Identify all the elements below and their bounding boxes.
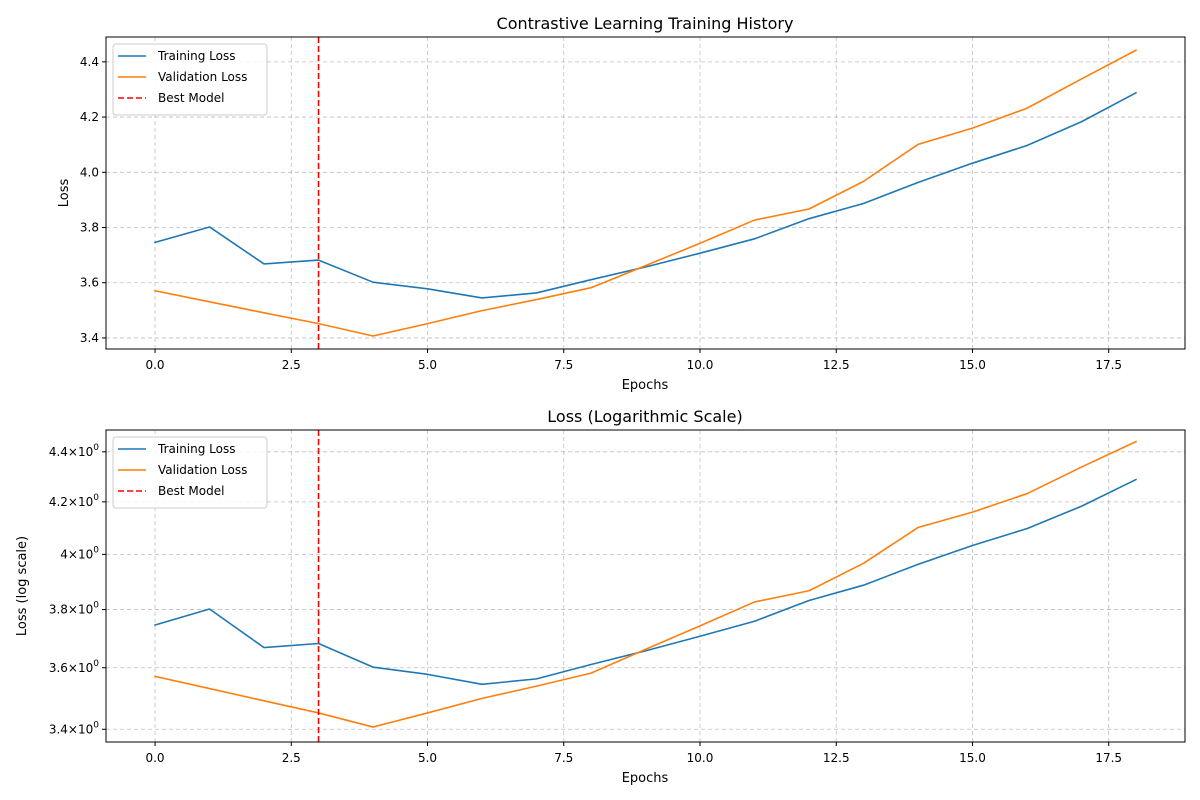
- y-tick-label: 3.6: [80, 276, 99, 290]
- y-axis-ticks: 3.4×100 3.6×100 3.8×100 4×100 4.2×100 4.4×100: [49, 443, 106, 736]
- x-tick-label: 7.5: [554, 358, 573, 372]
- x-tick-label: 5.0: [418, 358, 437, 372]
- y-axis-ticks: 3.4 3.6 3.8 4.0 4.2 4.4: [80, 55, 106, 345]
- grid: [106, 37, 1185, 349]
- x-axis-ticks: 0.0 2.5 5.0 7.5 10.0 12.5 15.0 17.5: [145, 742, 1122, 765]
- y-tick-label: 3.4×100: [49, 720, 99, 736]
- plot-frame: [105, 429, 1186, 743]
- x-axis-ticks: 0.0 2.5 5.0 7.5 10.0 12.5 15.0 17.5: [145, 349, 1122, 372]
- chart-title: Contrastive Learning Training History: [497, 14, 794, 33]
- x-tick-label: 0.0: [145, 751, 164, 765]
- y-tick-label: 3.4: [80, 331, 99, 345]
- y-tick-label: 3.8: [80, 221, 99, 235]
- y-tick-label: 4×100: [60, 545, 99, 561]
- y-tick-label: 4.0: [80, 165, 99, 179]
- series-line-training-loss: [154, 91, 1138, 299]
- chart-title: Loss (Logarithmic Scale): [547, 407, 742, 426]
- x-tick-label: 12.5: [823, 358, 850, 372]
- x-tick-label: 5.0: [418, 751, 437, 765]
- series-lines: [154, 37, 1138, 349]
- x-tick-label: 10.0: [687, 751, 714, 765]
- legend-label: Validation Loss: [158, 70, 247, 84]
- y-tick-label: 3.6×100: [49, 659, 99, 675]
- y-tick-label: 4.4: [80, 55, 99, 69]
- chart-linear-loss: Contrastive Learning Training History 0.…: [57, 14, 1186, 393]
- x-tick-label: 10.0: [687, 358, 714, 372]
- plot-frame: [105, 36, 1186, 350]
- y-tick-label: 4.4×100: [49, 443, 99, 459]
- x-tick-label: 12.5: [823, 751, 850, 765]
- x-tick-label: 17.5: [1095, 358, 1122, 372]
- legend-label: Training Loss: [157, 49, 235, 63]
- legend-label: Validation Loss: [158, 463, 247, 477]
- legend-label: Training Loss: [157, 442, 235, 456]
- chart-log-loss: Loss (Logarithmic Scale) 0.0 2.5 5.0 7.5 10.…: [15, 407, 1186, 786]
- legend: Training Loss Validation Loss Best Model: [112, 43, 268, 116]
- x-tick-label: 2.5: [282, 358, 301, 372]
- legend-label: Best Model: [158, 484, 224, 498]
- x-tick-label: 17.5: [1095, 751, 1122, 765]
- y-tick-label: 4.2: [80, 110, 99, 124]
- x-tick-label: 2.5: [282, 751, 301, 765]
- y-tick-label: 3.8×100: [49, 601, 99, 617]
- x-tick-label: 7.5: [554, 751, 573, 765]
- x-axis-label: Epochs: [622, 378, 669, 393]
- y-axis-label: Loss (log scale): [15, 536, 30, 636]
- series-line-validation-loss: [154, 440, 1138, 728]
- series-line-training-loss: [154, 478, 1138, 686]
- grid: [106, 430, 1185, 742]
- legend-box: [112, 436, 268, 509]
- legend: Training Loss Validation Loss Best Model: [112, 436, 268, 509]
- y-axis-label: Loss: [57, 179, 72, 208]
- legend-box: [112, 43, 268, 116]
- x-tick-label: 0.0: [145, 358, 164, 372]
- series-line-validation-loss: [154, 49, 1138, 337]
- x-tick-label: 15.0: [959, 358, 986, 372]
- x-tick-label: 15.0: [959, 751, 986, 765]
- series-lines: [154, 430, 1138, 742]
- legend-label: Best Model: [158, 91, 224, 105]
- x-axis-label: Epochs: [622, 771, 669, 786]
- y-tick-label: 4.2×100: [49, 493, 99, 509]
